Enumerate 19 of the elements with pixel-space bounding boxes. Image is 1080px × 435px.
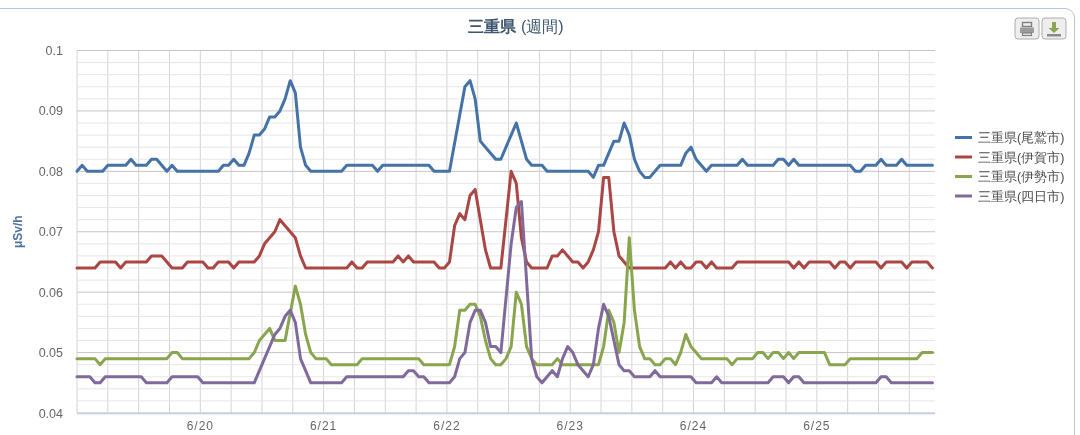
y-tick-label: 0.05 [38, 346, 64, 361]
x-tick-label: 6/23 [556, 418, 584, 433]
legend-label: 三重県(伊勢市) [978, 170, 1065, 184]
x-tick-label: 6/20 [186, 418, 214, 433]
x-tick-label: 6/25 [803, 418, 831, 433]
x-tick-label: 6/21 [309, 418, 338, 433]
legend-label: 三重県(四日市) [978, 189, 1065, 204]
x-tick-label: 6/24 [679, 418, 708, 433]
y-tick-label: 0.09 [38, 104, 64, 119]
chart-title: 三重県 (週間) [468, 18, 564, 35]
x-tick-label: 6/22 [433, 418, 461, 433]
y-tick-label: 0.04 [38, 406, 64, 421]
y-axis-title: μSv/h [11, 215, 25, 249]
y-tick-label: 0.06 [38, 285, 64, 300]
y-tick-label: 0.08 [38, 164, 64, 179]
y-tick-label: 0.1 [45, 44, 64, 58]
y-tick-label: 0.07 [38, 225, 64, 240]
legend-label: 三重県(伊賀市) [978, 150, 1065, 165]
legend-label: 三重県(尾鷲市) [978, 130, 1065, 145]
